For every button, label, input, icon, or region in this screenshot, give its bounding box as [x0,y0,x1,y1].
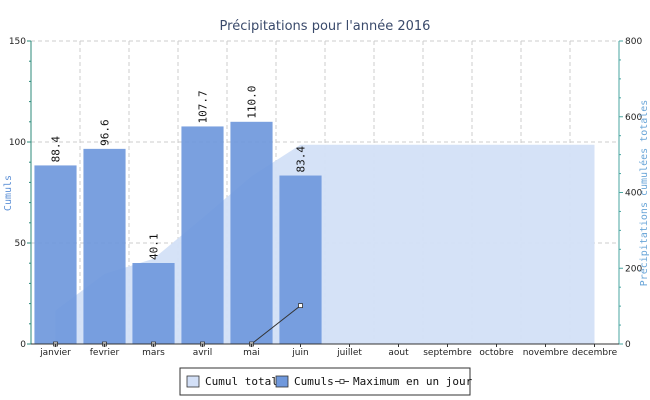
y-tick-label-left: 100 [9,138,26,148]
x-tick-label-juin: juin [291,348,308,358]
legend: Cumul total Cumuls Maximum en un jour [179,367,473,396]
legend-symbol-marker [339,379,345,384]
y-tick-label-right: 200 [625,264,642,274]
x-tick-label-aout: aout [388,348,409,358]
y-tick-label-right: 0 [625,340,631,350]
y-tick-label-left: 50 [15,239,27,249]
data-label-fevrier: 96.6 [99,119,112,146]
x-tick-label-octobre: octobre [479,348,514,358]
marker-juin [298,303,303,309]
y-tick-label-left: 0 [20,340,26,350]
chart-title: Précipitations pour l'année 2016 [220,19,431,34]
data-label-avril: 107.7 [197,90,210,123]
x-tick-label-fevrier: fevrier [90,348,120,358]
x-tick-label-novembre: novembre [523,348,569,358]
x-tick-label-mai: mai [243,348,260,358]
y-tick-label-right: 800 [625,37,642,47]
legend-label-cumuls: Cumuls [294,375,334,388]
y-axis-right-label: Précipitations cumulées totales [638,100,650,287]
x-tick-label-septembre: septembre [423,348,472,358]
data-label-janvier: 88.4 [50,136,63,163]
legend-label-maximum: Maximum en un jour [353,375,473,388]
bar-mai [230,121,273,344]
legend-symbol-cumul-total [186,375,200,388]
cumuls-bars: 88.4 96.6 40.1 107.7 110.0 83.4 [34,86,322,344]
y-tick-label-left: 150 [9,37,26,47]
x-tick-label-mars: mars [142,348,165,358]
bar-janvier [34,165,77,344]
x-tick-label-juillet: juillet [336,348,362,358]
bar-fevrier [83,148,126,344]
bar-juin [279,175,322,344]
legend-label-cumul-total: Cumul total [205,375,278,388]
data-label-juin: 83.4 [295,146,308,173]
legend-box [179,367,471,396]
bar-mars [132,262,175,344]
data-label-mai: 110.0 [246,86,259,119]
y-tick-label-right: 600 [625,113,642,123]
legend-symbol-cumuls [275,375,289,388]
y-tick-label-right: 400 [625,189,642,199]
y-axis-left-label: Cumuls [3,175,14,211]
axes: 0 50 100 150 0 200 400 600 800 janvier fevrier mars… [9,37,643,358]
x-tick-label-janvier: janvier [39,348,71,358]
x-tick-label-decembre: decembre [572,348,618,358]
data-label-mars: 40.1 [148,233,161,260]
x-tick-label-avril: avril [193,348,213,358]
bar-avril [181,126,224,344]
